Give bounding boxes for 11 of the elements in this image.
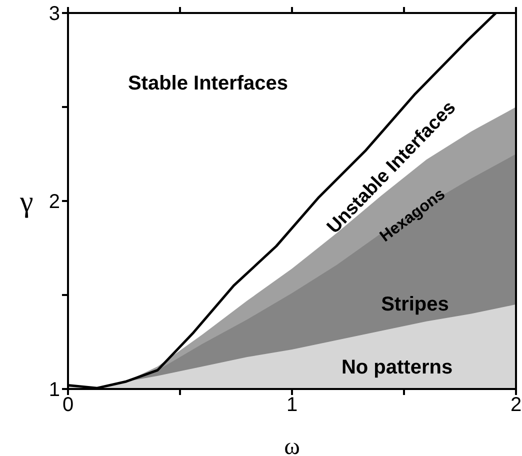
y-tick-label: 2 xyxy=(48,191,60,214)
y-tick-label: 1 xyxy=(48,379,60,402)
y-tick-label: 3 xyxy=(48,3,60,26)
y-axis-title: γ xyxy=(19,186,34,219)
x-tick-label: 2 xyxy=(510,394,522,416)
x-axis-title: ω xyxy=(284,434,300,456)
annotation: Stripes xyxy=(381,294,449,316)
annotation: Stable Interfaces xyxy=(128,72,288,96)
x-tick-label: 1 xyxy=(286,394,298,416)
x-tick-label: 0 xyxy=(62,394,74,416)
annotation: No patterns xyxy=(341,356,453,380)
